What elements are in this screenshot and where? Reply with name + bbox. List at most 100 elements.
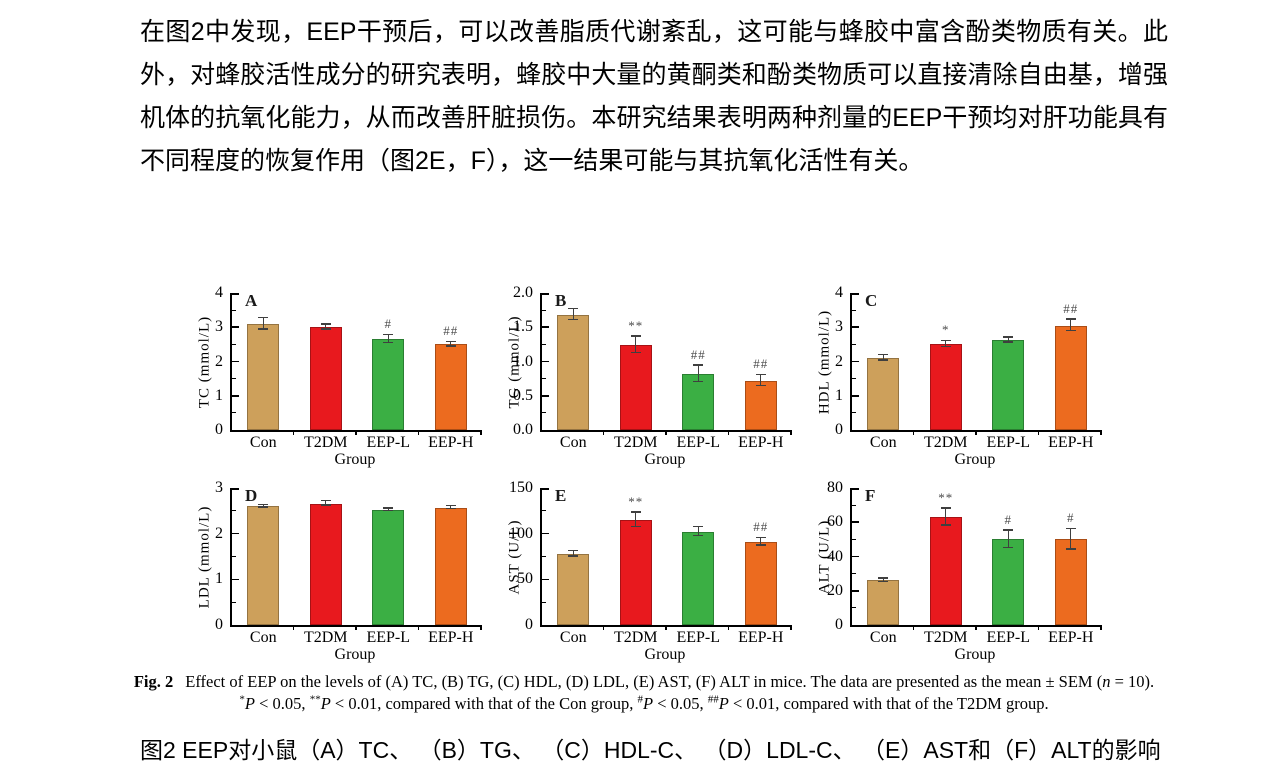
y-minor-tick [542, 309, 546, 311]
chart-panel-B: TG (mmol/L) B Con ** T2DM ## EEP-L ## EEP-H 0.0 0.… [495, 284, 805, 477]
error-bar-cap [878, 359, 889, 361]
y-minor-tick [542, 510, 546, 512]
x-category-label: T2DM [303, 629, 348, 646]
error-bar-cap [320, 328, 331, 330]
y-tick-label: 0 [215, 616, 223, 633]
x-category-label: EEP-H [1048, 629, 1094, 646]
error-bar [262, 318, 264, 330]
caption-segment: < 0.05, [653, 694, 708, 713]
x-axis-tick [1100, 625, 1102, 630]
error-bar-cap [320, 499, 331, 502]
y-minor-tick [542, 412, 546, 414]
y-minor-tick [852, 378, 856, 380]
x-axis-tick [975, 625, 977, 630]
error-bar [572, 309, 574, 321]
sig-marker: # [384, 316, 392, 332]
y-major-tick [852, 293, 859, 295]
error-bar [450, 342, 452, 347]
sig-marker: ** [938, 489, 954, 505]
panel-letter: D [245, 486, 258, 505]
sig-marker: # [1004, 511, 1012, 527]
error-bar-cap [630, 335, 641, 337]
y-tick-label: 100 [509, 524, 533, 542]
panel-letter: F [865, 486, 876, 505]
x-axis-tick [417, 625, 420, 630]
y-minor-tick [232, 378, 236, 380]
error-bar-cap [1003, 341, 1014, 343]
y-tick-label: 80 [827, 479, 843, 496]
error-bar-cap [878, 577, 889, 579]
error-bar [1007, 337, 1009, 343]
x-axis-label: Group [334, 646, 376, 663]
sig-marker: ** [628, 493, 644, 509]
x-axis-tick [912, 430, 915, 435]
y-axis-label: AST (U/L) [506, 519, 522, 594]
figure-charts: TC (mmol/L) A Con T2DM # EEP-L ## EEP-H 0 1 2 3 4 Gro… [185, 284, 1145, 670]
x-axis-label: Group [954, 646, 996, 663]
chart-panel-A: TC (mmol/L) A Con T2DM # EEP-L ## EEP-H 0 1 2 3 4 Gro… [185, 284, 495, 477]
error-bar [882, 355, 884, 361]
y-major-tick [232, 293, 239, 295]
plot-area-C: C Con * T2DM EEP-L ## EEP-H [850, 291, 1102, 451]
x-axis-tick [790, 430, 792, 435]
x-category-label: Con [249, 434, 277, 451]
error-bar-cap [693, 364, 704, 366]
x-category-label: Con [869, 434, 897, 451]
plot-area-F: F Con ** T2DM # EEP-L # EEP-H [850, 486, 1102, 646]
caption-line-2: *P < 0.05, **P < 0.01, compared with tha… [0, 693, 1288, 715]
y-tick-label: 4 [215, 284, 223, 301]
error-bar-cap [568, 319, 579, 321]
y-major-tick [542, 394, 549, 397]
error-bar-cap [258, 506, 269, 508]
x-axis-tick [1100, 430, 1102, 435]
x-axis-label: Group [334, 451, 376, 468]
x-axis-tick [1037, 430, 1040, 435]
error-bar-cap [320, 323, 331, 325]
x-category-label: EEP-L [676, 629, 721, 646]
bar-eep-l [372, 509, 405, 625]
bar-con [867, 580, 900, 625]
bar-t2dm [619, 345, 652, 430]
y-tick-label: 0 [835, 421, 843, 438]
bar-eep-h [744, 380, 777, 430]
bar-eep-h [434, 344, 467, 430]
panel-letter: C [865, 291, 878, 310]
x-category-label: Con [869, 629, 897, 646]
bar-t2dm [929, 344, 962, 430]
y-major-tick [852, 488, 859, 490]
x-axis-tick [790, 625, 792, 630]
caption-text-end: = 10). [1110, 672, 1155, 691]
error-bar-cap [568, 308, 579, 310]
y-major-tick [232, 488, 239, 490]
caption-segment: < 0.05, [255, 694, 310, 713]
error-bar-cap [568, 549, 579, 552]
error-bar-cap [693, 535, 704, 537]
caption-segment: # [637, 693, 644, 706]
error-bar-cap [445, 504, 456, 507]
y-minor-tick [852, 607, 856, 609]
caption-text: Effect of EEP on the levels of (A) TC, (… [185, 672, 1103, 691]
y-major-tick [852, 521, 859, 524]
error-bar-cap [630, 525, 641, 528]
y-major-tick [232, 394, 239, 397]
y-minor-tick [232, 309, 236, 311]
y-major-tick [852, 555, 859, 558]
error-bar [635, 336, 637, 354]
caption-n-italic: n [1102, 672, 1111, 691]
bar-eep-h [1054, 325, 1087, 430]
x-category-label: T2DM [303, 434, 348, 451]
bar-t2dm [309, 327, 342, 430]
error-bar-cap [1003, 529, 1014, 531]
error-bar-cap [1065, 548, 1076, 550]
sig-marker: ## [690, 346, 706, 362]
caption-segment: P [718, 694, 729, 713]
x-category-label: EEP-H [428, 629, 474, 646]
y-major-tick [852, 326, 859, 329]
y-tick-label: 1.0 [513, 352, 533, 370]
x-category-label: Con [559, 629, 587, 646]
y-tick-label: 0 [525, 616, 533, 633]
y-tick-label: 60 [827, 513, 843, 531]
error-bar-cap [258, 328, 269, 330]
x-category-label: EEP-L [366, 629, 411, 646]
